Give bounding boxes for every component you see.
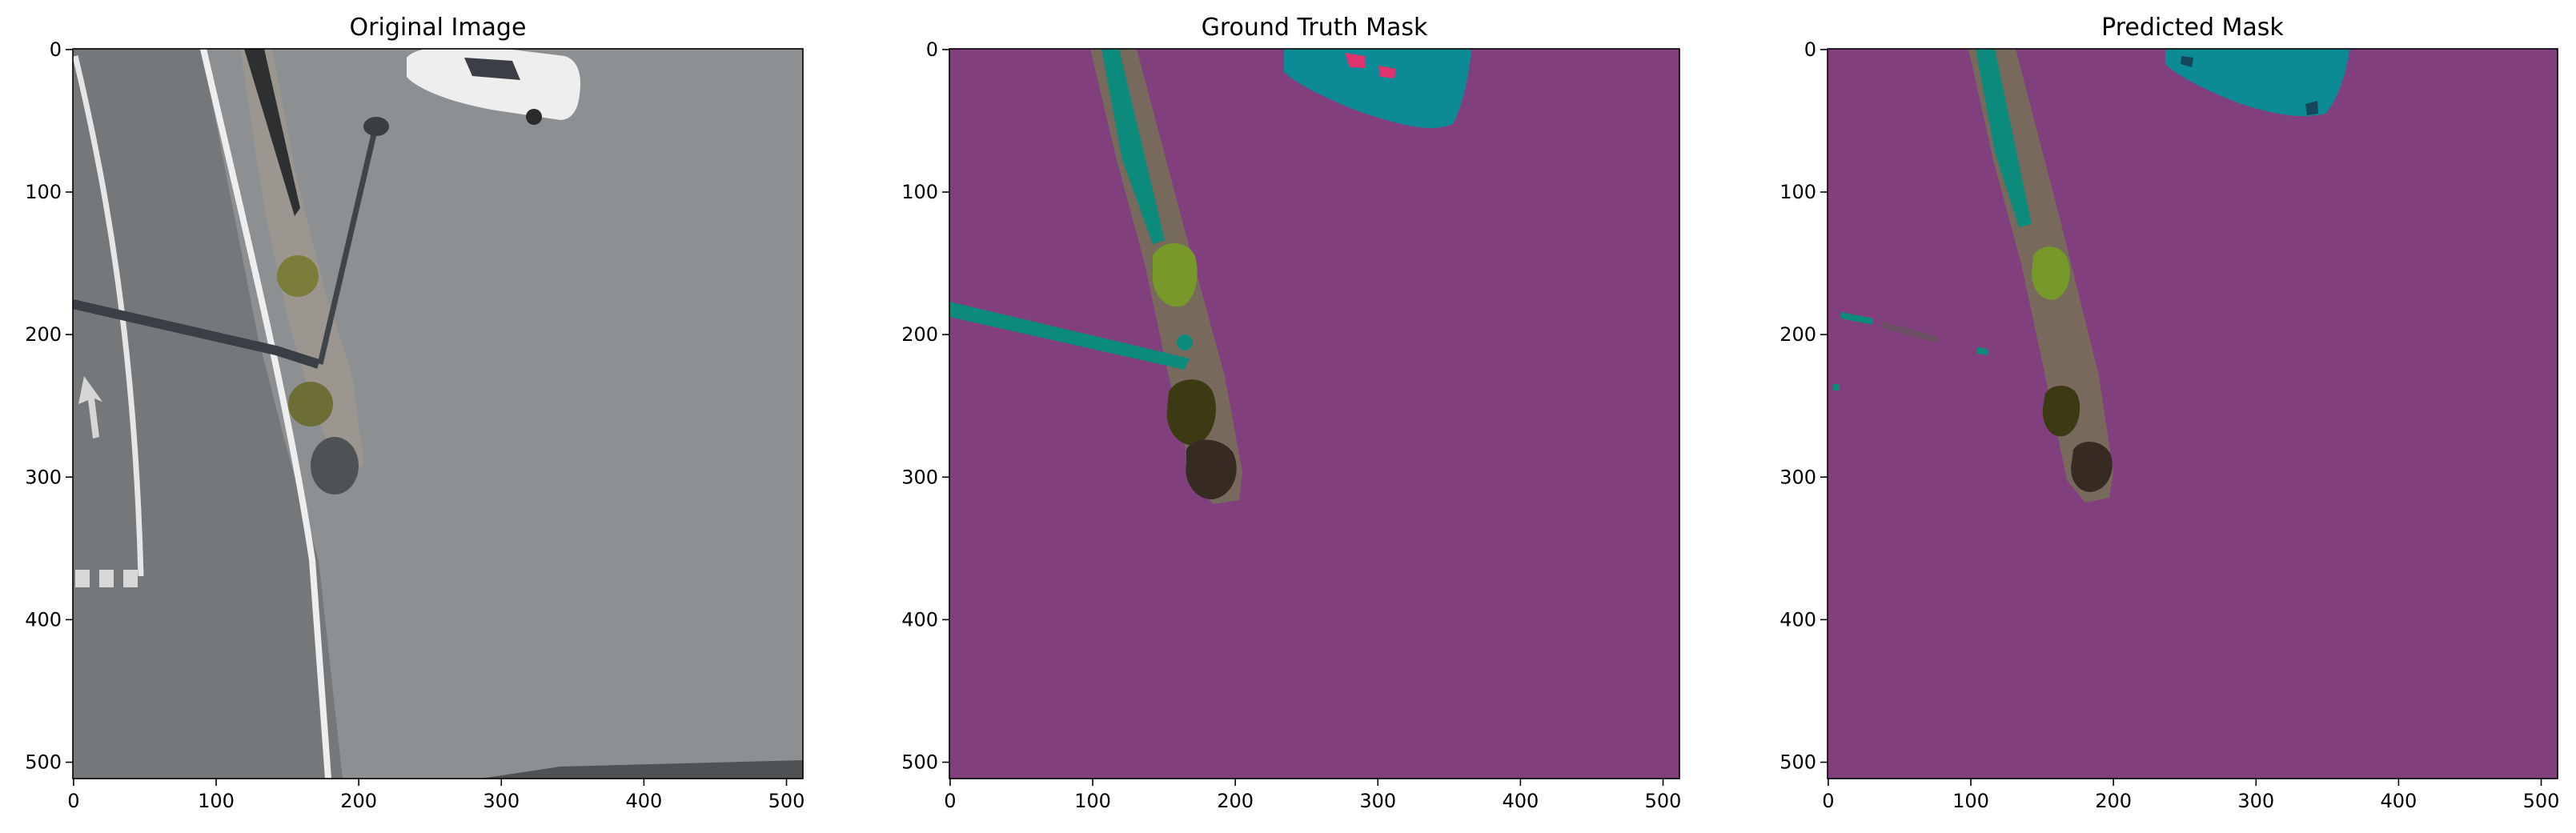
mask-dark-olive	[1166, 379, 1216, 446]
mask-teal-pole	[949, 302, 1190, 370]
mask-background	[949, 49, 1679, 779]
axes-frame	[72, 48, 804, 779]
mask-dark-olive	[2042, 385, 2080, 437]
mask-dark-brown	[2071, 441, 2113, 492]
bottom-shadow	[480, 760, 803, 779]
x-tick-label: 0	[67, 790, 79, 812]
x-tick-label: 300	[483, 790, 520, 812]
pole-shadow	[73, 299, 320, 369]
x-tick-label: 400	[1502, 790, 1539, 812]
y-tick-label: 300	[901, 466, 938, 488]
y-axis: 0 100 200 300 400 500	[1780, 38, 1828, 774]
y-tick-label: 500	[25, 751, 62, 774]
parking-stripe	[123, 570, 138, 587]
y-tick-label: 400	[901, 608, 938, 631]
mask-car-dark	[2181, 56, 2193, 67]
curb-line	[200, 49, 331, 779]
x-tick-label: 0	[944, 790, 956, 812]
panel-ground-truth: Ground Truth Mask 0 100 200 300 400 500 0 100 2…	[901, 14, 1681, 812]
y-tick-label: 500	[1780, 751, 1816, 774]
original-photo	[73, 49, 803, 779]
y-tick-label: 0	[50, 38, 62, 61]
x-tick-label: 300	[1359, 790, 1396, 812]
panel-predicted: Predicted Mask 0 100 200 300 400 500 0 100 200 3…	[1780, 14, 2559, 812]
mask-car	[1284, 49, 1471, 128]
x-tick-label: 400	[2380, 790, 2417, 812]
turn-arrow	[78, 376, 102, 439]
parking-stripe	[99, 570, 114, 587]
y-axis: 0 100 200 300 400 500	[25, 38, 73, 774]
x-tick-label: 500	[2523, 790, 2560, 812]
mask-car-pink	[1378, 66, 1396, 78]
mask-green-bush	[2032, 246, 2070, 300]
y-tick-label: 200	[25, 323, 62, 346]
mask-pole-fragment	[1881, 322, 1937, 342]
panel-original: Original Image	[25, 14, 804, 812]
mask-pole-fragment	[1977, 347, 1988, 355]
y-tick-label: 0	[926, 38, 938, 61]
x-tick-label: 100	[1074, 790, 1111, 812]
lane-line-left	[73, 55, 144, 577]
mask-car-dark	[2305, 101, 2318, 115]
railing	[244, 49, 300, 216]
x-tick-label: 100	[1952, 790, 1989, 812]
road-lane-area	[73, 49, 343, 779]
y-tick-label: 100	[901, 181, 938, 203]
axes-frame	[1827, 48, 2558, 779]
mask-teal-lamp	[1177, 334, 1193, 350]
boulder	[311, 437, 359, 495]
y-tick-label: 300	[1780, 466, 1816, 488]
lamp-head-shadow	[363, 117, 389, 136]
y-tick-label: 300	[25, 466, 62, 488]
x-tick-label: 500	[768, 790, 805, 812]
y-tick-label: 100	[1780, 181, 1816, 203]
x-tick-label: 100	[198, 790, 235, 812]
predicted-mask	[1828, 49, 2558, 779]
panel-title: Ground Truth Mask	[1202, 14, 1428, 42]
x-tick-label: 300	[2237, 790, 2274, 812]
y-axis: 0 100 200 300 400 500	[901, 38, 949, 774]
mask-teal-band	[1101, 49, 1165, 244]
x-tick-label: 500	[1645, 790, 1682, 812]
panel-title: Original Image	[350, 14, 527, 42]
y-tick-label: 0	[1804, 38, 1816, 61]
x-axis: 0 100 200 300 400 500	[944, 779, 1681, 812]
x-tick-label: 200	[1217, 790, 1254, 812]
mask-background	[1828, 49, 2558, 779]
mask-car	[2165, 49, 2349, 117]
y-tick-label: 500	[901, 751, 938, 774]
y-tick-label: 200	[1780, 323, 1816, 346]
lamp-shadow	[317, 123, 379, 365]
x-tick-label: 200	[340, 790, 377, 812]
mask-green-bush	[1153, 242, 1198, 307]
axes-frame	[949, 48, 1680, 779]
ground-truth-mask	[949, 49, 1679, 779]
mask-pole-fragment	[1841, 312, 1873, 325]
x-axis: 0 100 200 300 400 500	[1822, 779, 2559, 812]
mask-dark-brown	[1186, 439, 1237, 500]
panel-title: Predicted Mask	[2101, 14, 2284, 42]
y-tick-label: 200	[901, 323, 938, 346]
white-car	[407, 49, 580, 125]
parking-stripe	[75, 570, 90, 587]
y-tick-label: 400	[1780, 608, 1816, 631]
x-axis: 0 100 200 300 400 500	[67, 779, 804, 812]
y-tick-label: 400	[25, 608, 62, 631]
x-tick-label: 200	[2095, 790, 2132, 812]
y-tick-label: 100	[25, 181, 62, 203]
x-tick-label: 400	[625, 790, 662, 812]
mask-teal-band	[1976, 49, 2032, 227]
bush-lower	[288, 382, 333, 427]
bush-upper	[277, 255, 319, 297]
mask-car-pink	[1345, 53, 1366, 68]
mask-pole-fragment	[1833, 384, 1840, 390]
x-tick-label: 0	[1822, 790, 1834, 812]
